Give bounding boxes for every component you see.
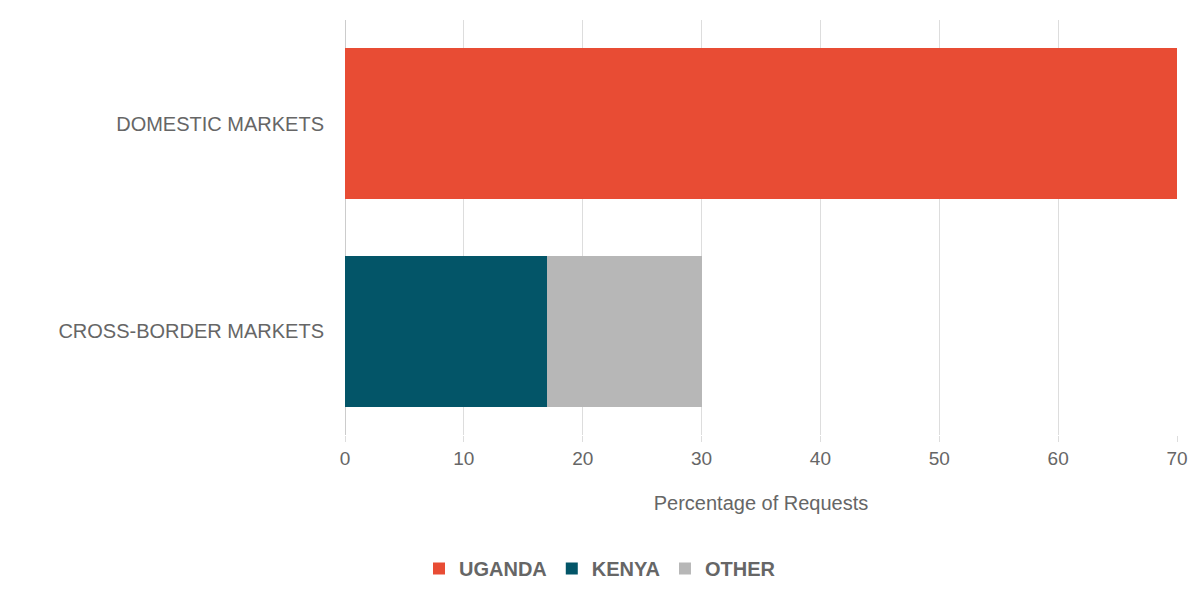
svg-text:60: 60 (1048, 448, 1069, 469)
svg-text:OTHER: OTHER (705, 558, 776, 580)
svg-text:KENYA: KENYA (592, 558, 660, 580)
svg-text:50: 50 (929, 448, 950, 469)
svg-text:70: 70 (1166, 448, 1187, 469)
svg-text:0: 0 (340, 448, 351, 469)
svg-text:DOMESTIC MARKETS: DOMESTIC MARKETS (116, 113, 324, 135)
svg-text:UGANDA: UGANDA (459, 558, 547, 580)
svg-text:CROSS-BORDER MARKETS: CROSS-BORDER MARKETS (58, 320, 324, 342)
svg-text:10: 10 (453, 448, 474, 469)
svg-text:40: 40 (810, 448, 831, 469)
svg-text:20: 20 (572, 448, 593, 469)
svg-text:30: 30 (691, 448, 712, 469)
svg-text:Percentage of Requests: Percentage of Requests (654, 492, 869, 514)
